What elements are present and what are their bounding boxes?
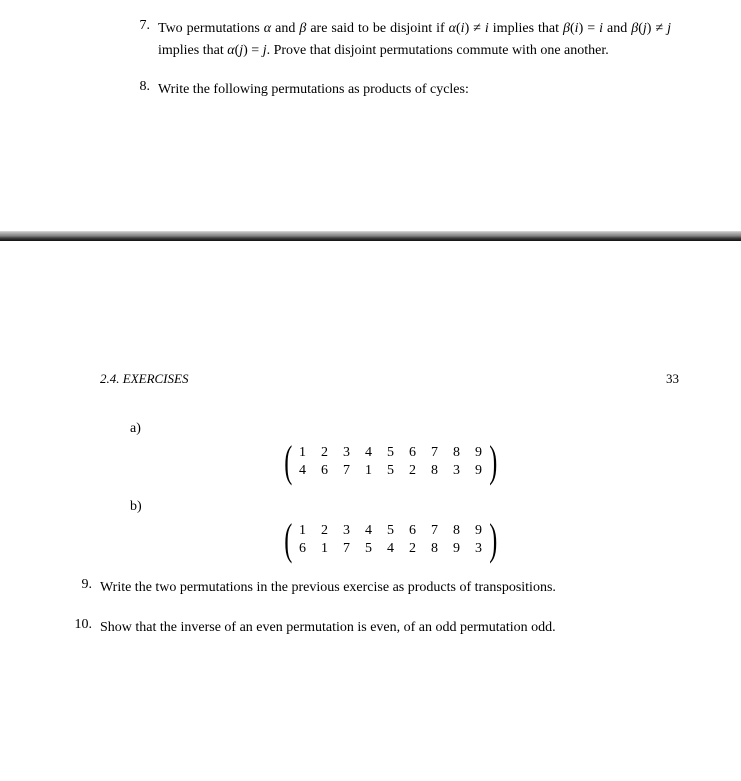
exercise-7-number: 7.	[100, 18, 158, 61]
matrix-cell: 4	[386, 540, 396, 558]
matrix-cell: 9	[474, 462, 484, 480]
permutation-matrix-b: ( 123456789 617542893 )	[100, 521, 681, 559]
matrix-cell: 5	[386, 522, 396, 540]
matrix-cell: 6	[320, 462, 330, 480]
exercise-10: 10. Show that the inverse of an even per…	[42, 617, 681, 639]
exercise-10-text: Show that the inverse of an even permuta…	[100, 617, 681, 639]
matrix-cell: 9	[474, 444, 484, 462]
matrix-cell: 7	[430, 444, 440, 462]
matrix-cell: 7	[430, 522, 440, 540]
matrix-cell: 5	[364, 540, 374, 558]
subpart-a-label: a)	[130, 421, 681, 437]
matrix-cell: 7	[342, 462, 352, 480]
matrix-b-row1: 123456789	[298, 522, 484, 540]
matrix-cell: 9	[452, 540, 462, 558]
subpart-b-label: b)	[130, 499, 681, 515]
page-top-region: 7. Two permutations α and β are said to …	[0, 0, 741, 101]
right-paren-icon: )	[489, 443, 497, 481]
matrix-cell: 8	[452, 444, 462, 462]
exercise-7-text: Two permutations α and β are said to be …	[158, 18, 681, 61]
matrix-cell: 2	[320, 444, 330, 462]
matrix-cell: 2	[408, 462, 418, 480]
matrix-a-row2: 467152839	[298, 462, 484, 480]
matrix-cell: 8	[430, 462, 440, 480]
matrix-cell: 1	[298, 522, 308, 540]
matrix-cell: 3	[342, 444, 352, 462]
matrix-a-row1: 123456789	[298, 444, 484, 462]
exercise-8: 8. Write the following permutations as p…	[100, 79, 681, 101]
matrix-cell: 1	[364, 462, 374, 480]
matrix-cell: 8	[452, 522, 462, 540]
matrix-cell: 6	[298, 540, 308, 558]
left-paren-icon: (	[284, 521, 292, 559]
page-number: 33	[666, 371, 679, 387]
matrix-cell: 7	[342, 540, 352, 558]
matrix-cell: 4	[364, 522, 374, 540]
matrix-b-row2: 617542893	[298, 540, 484, 558]
running-head: 2.4. EXERCISES 33	[100, 371, 681, 387]
page-divider	[0, 231, 741, 241]
matrix-cell: 6	[408, 522, 418, 540]
left-paren-icon: (	[284, 443, 292, 481]
matrix-cell: 4	[298, 462, 308, 480]
exercise-8-number: 8.	[100, 79, 158, 101]
matrix-cell: 4	[364, 444, 374, 462]
permutation-matrix-a: ( 123456789 467152839 )	[100, 443, 681, 481]
section-heading: 2.4. EXERCISES	[100, 371, 188, 387]
matrix-cell: 6	[408, 444, 418, 462]
matrix-cell: 5	[386, 462, 396, 480]
exercise-9: 9. Write the two permutations in the pre…	[42, 577, 681, 599]
matrix-cell: 2	[320, 522, 330, 540]
exercise-8-text: Write the following permutations as prod…	[158, 79, 681, 101]
matrix-cell: 3	[342, 522, 352, 540]
matrix-cell: 1	[298, 444, 308, 462]
exercise-10-number: 10.	[42, 617, 100, 639]
matrix-cell: 3	[474, 540, 484, 558]
matrix-cell: 2	[408, 540, 418, 558]
right-paren-icon: )	[489, 521, 497, 559]
matrix-cell: 3	[452, 462, 462, 480]
page-bottom-region: 2.4. EXERCISES 33 a) ( 123456789 4671528…	[0, 371, 741, 638]
matrix-cell: 1	[320, 540, 330, 558]
exercise-7: 7. Two permutations α and β are said to …	[100, 18, 681, 61]
exercise-9-number: 9.	[42, 577, 100, 599]
matrix-cell: 5	[386, 444, 396, 462]
matrix-cell: 9	[474, 522, 484, 540]
matrix-cell: 8	[430, 540, 440, 558]
exercise-9-text: Write the two permutations in the previo…	[100, 577, 681, 599]
